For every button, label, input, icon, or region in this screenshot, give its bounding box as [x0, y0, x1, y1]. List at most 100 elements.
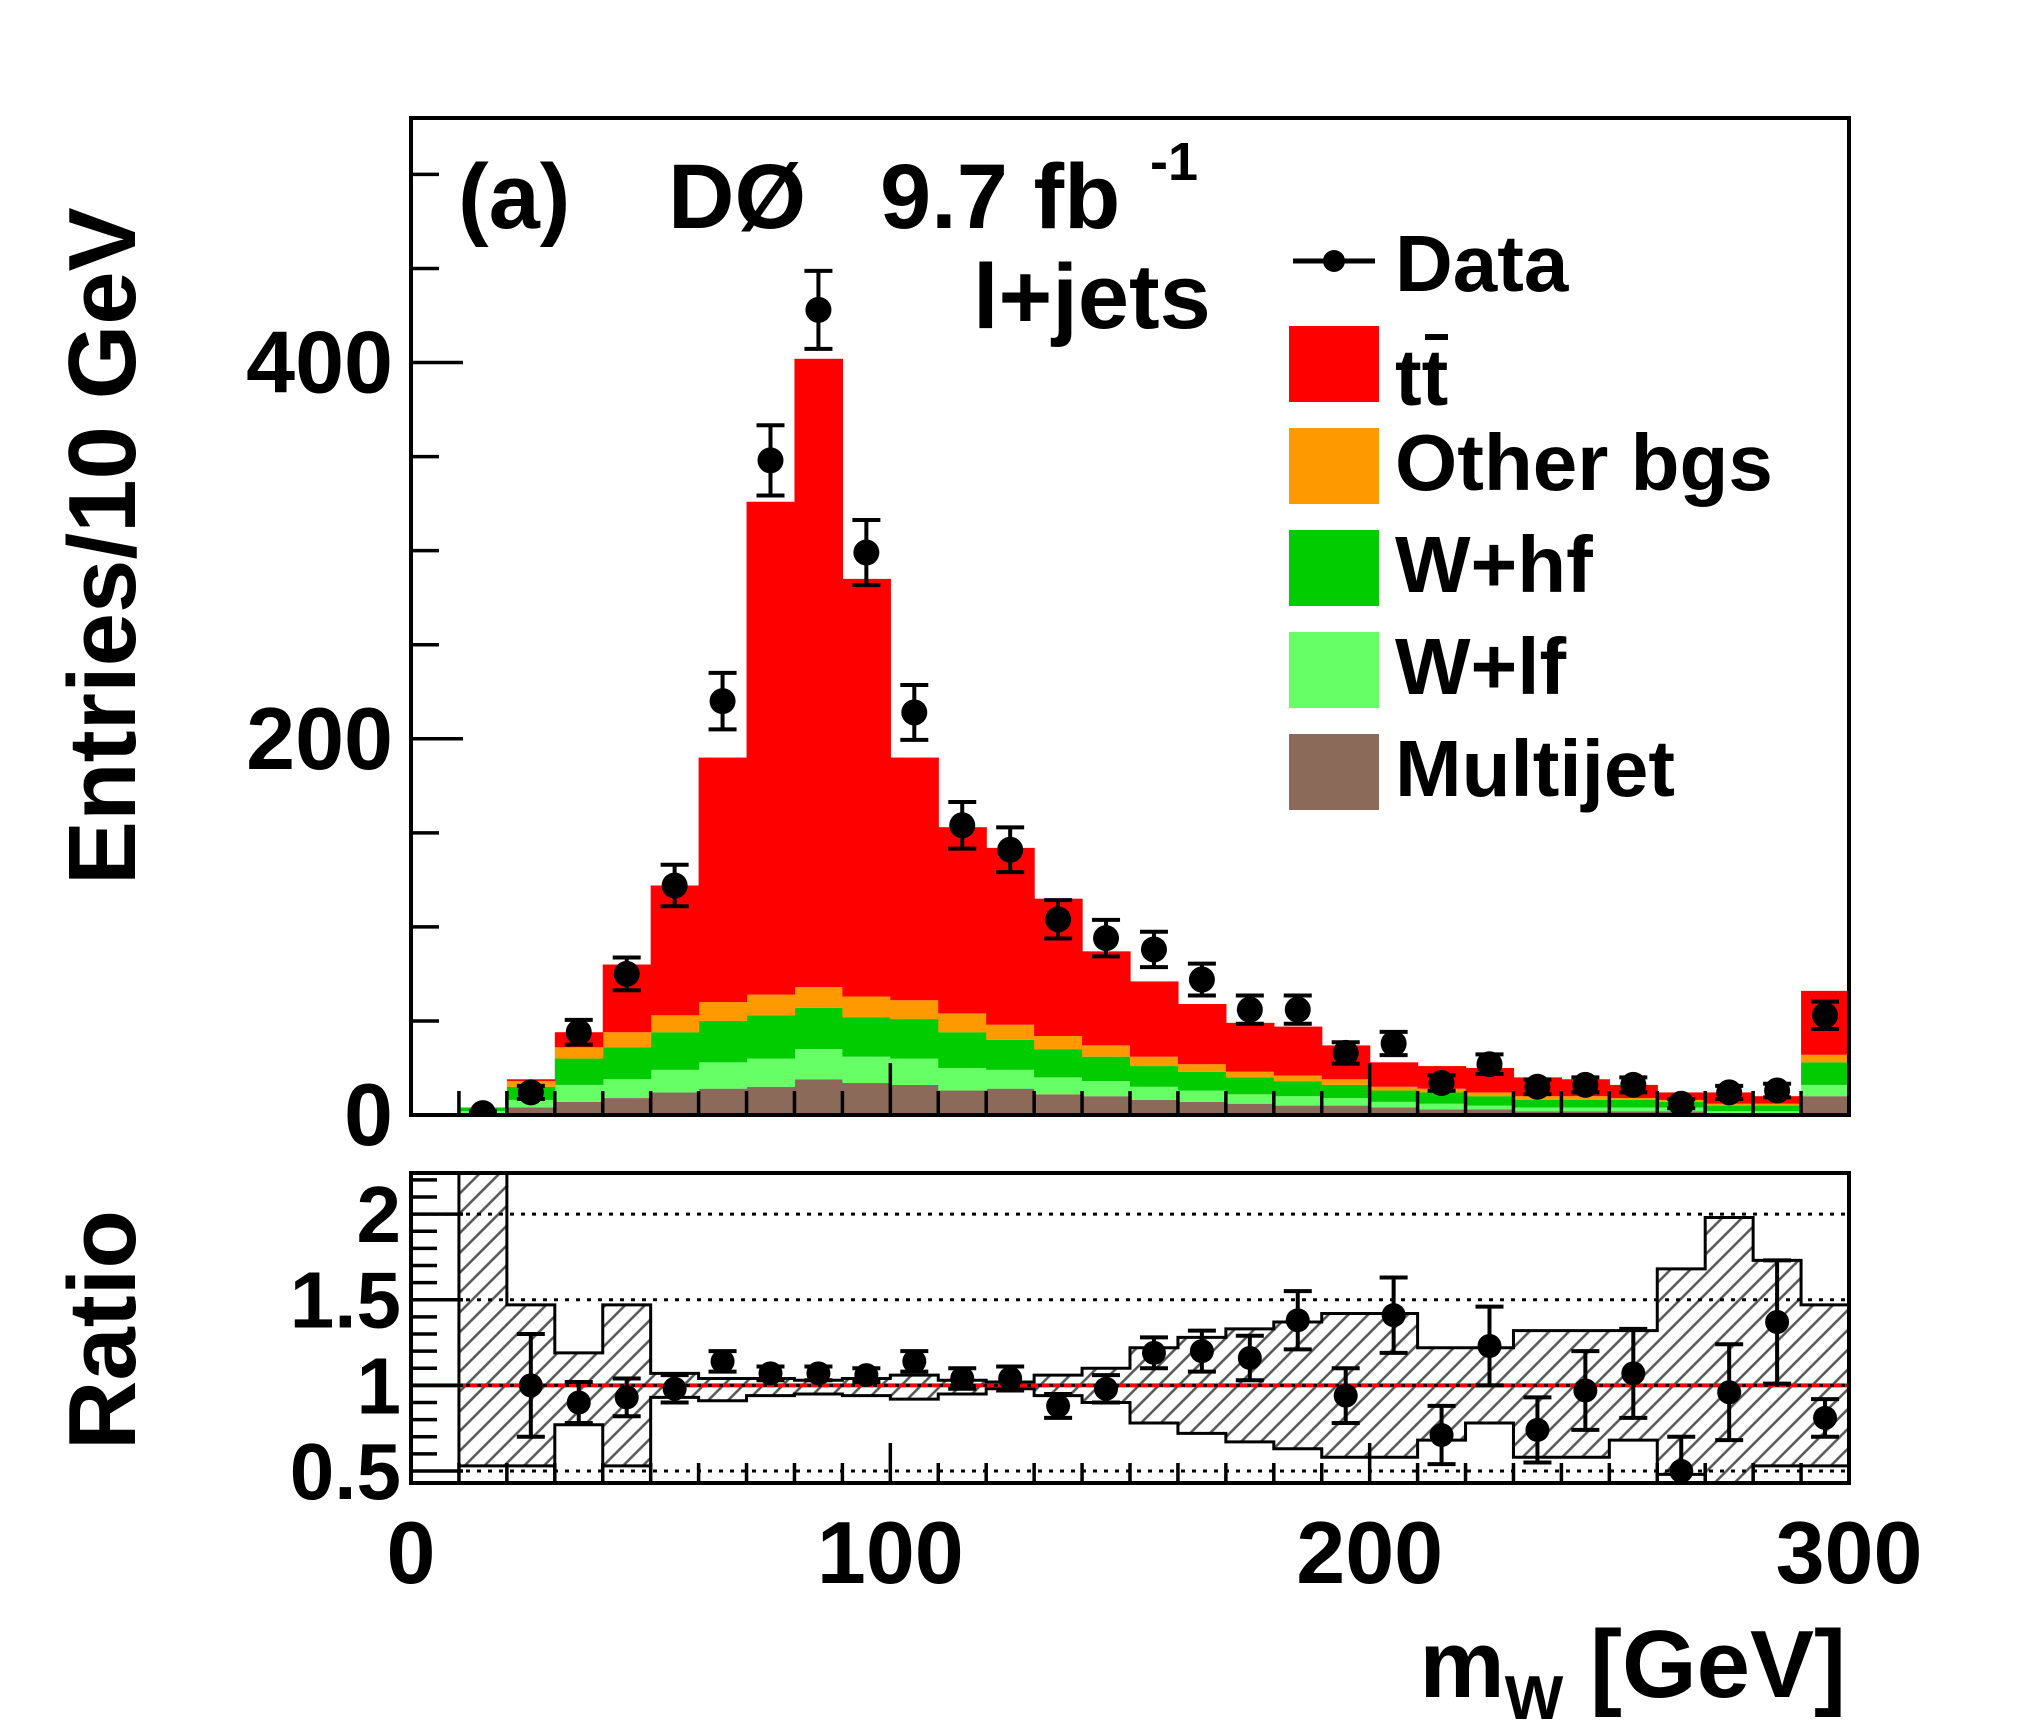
- bar-ttbar: [698, 757, 748, 1003]
- bar-wlf: [746, 1058, 796, 1087]
- bar-ttbar: [842, 578, 891, 997]
- data-point: [901, 699, 928, 726]
- bar-multijet: [1225, 1103, 1275, 1115]
- bar-ttbar: [986, 847, 1035, 1025]
- bar-multijet: [1801, 1096, 1849, 1115]
- legend-multijet-swatch: [1289, 734, 1379, 810]
- ratio-point: [1765, 1310, 1790, 1335]
- bar-multijet: [1177, 1101, 1227, 1115]
- y-tick-label: 0: [344, 1065, 393, 1164]
- bar-whf: [554, 1058, 604, 1085]
- bar-wlf: [794, 1049, 843, 1080]
- bar-other: [1801, 1054, 1849, 1063]
- data-point: [1716, 1079, 1743, 1106]
- ratio-point: [1573, 1378, 1598, 1403]
- legend-other-label: Other bgs: [1395, 418, 1773, 507]
- x-tick-label: 100: [817, 1503, 964, 1602]
- bar-other: [746, 994, 796, 1016]
- bar-whf: [938, 1032, 987, 1068]
- ratio-point: [1333, 1383, 1358, 1408]
- ratio-point: [1237, 1345, 1262, 1370]
- bar-wlf: [1705, 1111, 1754, 1114]
- bar-other: [1561, 1096, 1610, 1100]
- legend-ttbar-swatch: [1289, 326, 1379, 402]
- x-tick-label: 300: [1776, 1503, 1923, 1602]
- bar-wlf: [1513, 1107, 1562, 1112]
- ratio-point: [1669, 1459, 1694, 1483]
- bar-multijet: [986, 1088, 1035, 1115]
- bar-whf: [1177, 1071, 1227, 1091]
- bar-multijet: [506, 1107, 556, 1115]
- bar-other: [842, 996, 891, 1018]
- data-point: [949, 812, 976, 839]
- ratio-point: [1621, 1361, 1646, 1386]
- bar-multijet: [1130, 1099, 1179, 1115]
- legend-wlf-label: W+lf: [1395, 622, 1566, 711]
- bar-multijet: [1034, 1094, 1083, 1115]
- bar-wlf: [1321, 1098, 1371, 1106]
- bar-other: [1082, 1045, 1131, 1057]
- bar-ttbar: [1082, 951, 1131, 1046]
- ratio-point: [1381, 1303, 1406, 1328]
- ratio-point: [758, 1361, 783, 1386]
- ratio-point: [1094, 1376, 1119, 1401]
- x-axis-title: mW [GeV]: [1419, 1611, 1846, 1727]
- bar-whf: [1465, 1096, 1515, 1106]
- bar-whf: [1369, 1090, 1419, 1102]
- bar-wlf: [698, 1062, 748, 1089]
- data-point: [1764, 1077, 1791, 1104]
- bar-whf: [1034, 1049, 1083, 1078]
- luminosity-exponent: -1: [1150, 132, 1198, 192]
- ratio-point: [710, 1349, 735, 1374]
- ratio-point: [1046, 1393, 1071, 1418]
- channel-label: l+jets: [973, 246, 1211, 348]
- bar-wlf: [1082, 1081, 1131, 1097]
- bar-multijet: [554, 1101, 604, 1115]
- ratio-axis-title: Ratio: [49, 1210, 156, 1450]
- bar-wlf: [1273, 1096, 1323, 1106]
- bar-other: [938, 1013, 987, 1033]
- bar-other: [1609, 1098, 1658, 1100]
- ratio-point: [1285, 1308, 1310, 1333]
- bar-whf: [1417, 1092, 1467, 1104]
- bar-multijet: [794, 1079, 843, 1115]
- bar-whf: [1082, 1056, 1131, 1082]
- uncertainty-band-shape: [457, 1173, 1849, 1483]
- bar-whf: [1801, 1062, 1849, 1085]
- bar-whf: [1273, 1081, 1323, 1097]
- bar-whf: [986, 1039, 1035, 1070]
- data-point: [1332, 1039, 1359, 1066]
- legend-data-label: Data: [1395, 219, 1569, 308]
- bar-whf: [698, 1020, 748, 1063]
- bar-other: [1273, 1075, 1323, 1082]
- bar-wlf: [1177, 1090, 1227, 1102]
- bar-other: [1225, 1071, 1275, 1078]
- ratio-point: [854, 1363, 879, 1388]
- ratio-point: [518, 1373, 543, 1398]
- bar-multijet: [1273, 1105, 1323, 1115]
- bar-multijet: [890, 1084, 939, 1115]
- bar-ttbar: [1177, 1004, 1227, 1065]
- bar-whf: [650, 1032, 700, 1070]
- data-point: [757, 447, 784, 474]
- bar-wlf: [554, 1084, 604, 1102]
- bar-wlf: [986, 1069, 1035, 1089]
- bar-other: [1321, 1079, 1371, 1085]
- y-tick-label: 200: [246, 689, 393, 788]
- uncertainty-band: [457, 1173, 1849, 1483]
- ratio-point: [662, 1376, 687, 1401]
- experiment-label: DØ: [668, 146, 806, 248]
- bar-multijet: [1082, 1096, 1131, 1115]
- bar-ttbar: [1225, 1022, 1275, 1072]
- data-point: [1380, 1030, 1407, 1057]
- legend-other-swatch: [1289, 428, 1379, 504]
- x-tick-label: 0: [387, 1503, 436, 1602]
- bar-wlf: [1417, 1103, 1467, 1110]
- bar-wlf: [1801, 1084, 1849, 1097]
- bar-wlf: [1130, 1086, 1179, 1100]
- bar-other: [794, 987, 843, 1008]
- ratio-point: [806, 1361, 831, 1386]
- bar-wlf: [1465, 1105, 1515, 1110]
- x-axis-title-unit: [GeV]: [1563, 1611, 1846, 1718]
- data-point: [1045, 906, 1072, 933]
